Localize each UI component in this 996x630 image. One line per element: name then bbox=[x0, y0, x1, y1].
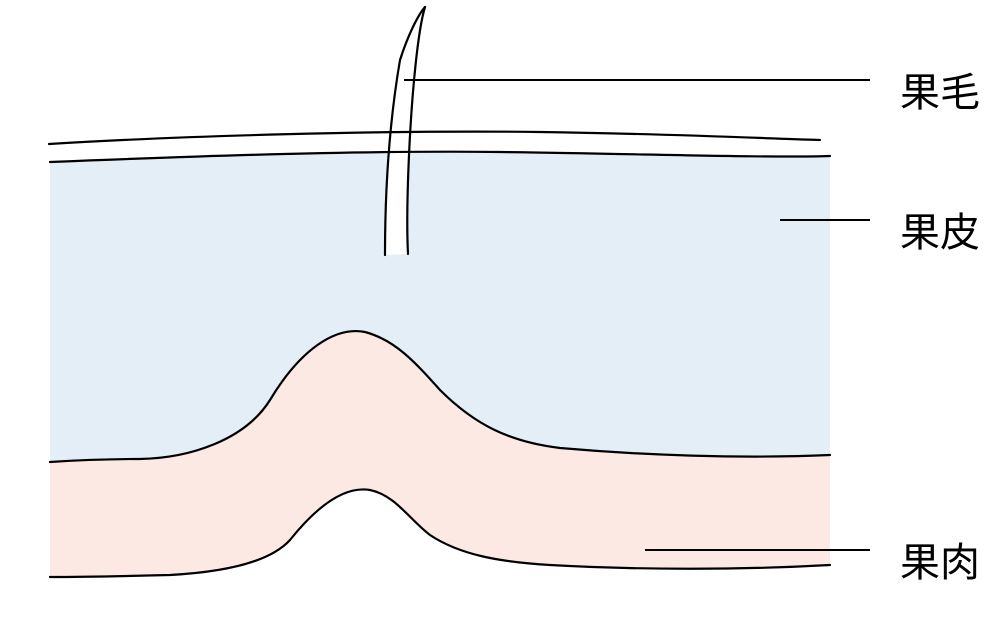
label-flesh: 果肉 bbox=[900, 530, 980, 588]
diagram-svg bbox=[0, 0, 996, 630]
diagram-container: 果毛 果皮 果肉 bbox=[0, 0, 996, 630]
top-line-outer bbox=[49, 132, 820, 144]
label-hair: 果毛 bbox=[900, 60, 980, 118]
label-skin: 果皮 bbox=[900, 200, 980, 258]
